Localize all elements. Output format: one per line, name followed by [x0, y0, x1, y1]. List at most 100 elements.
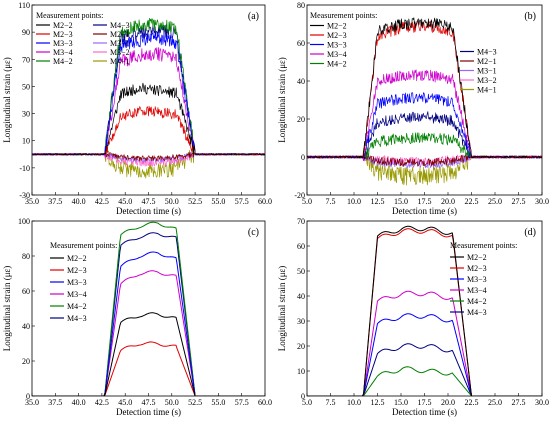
y-tick-label: 50 [297, 267, 305, 276]
legend-title: Measurement points: [310, 11, 377, 20]
legend-label: M4−2 [67, 302, 87, 311]
x-tick-label: 60.0 [258, 398, 272, 407]
x-tick-label: 10.0 [347, 197, 361, 206]
y-tick-label: 20 [22, 357, 30, 366]
legend: Measurement points:M2−2M2−3M3−3M3−4M4−2M… [50, 241, 117, 323]
legend-label: M3−4 [67, 290, 87, 299]
legend-label: M3−3 [67, 278, 87, 287]
legend-label: M4−2 [53, 57, 73, 66]
legend-label: M2−1 [477, 57, 497, 66]
panel-letter: (b) [524, 11, 536, 22]
x-tick-label: 50.0 [165, 398, 179, 407]
x-axis-label: Detection time (s) [116, 407, 181, 417]
legend-label: M3−4 [53, 48, 73, 57]
y-tick-label: 80 [22, 252, 30, 261]
y-tick-label: 70 [297, 217, 305, 226]
x-tick-label: 60.0 [258, 197, 272, 206]
x-tick-label: 47.5 [142, 197, 156, 206]
x-tick-label: 52.5 [188, 398, 202, 407]
x-tick-label: 15.0 [394, 398, 408, 407]
x-tick-label: 22.5 [465, 197, 479, 206]
y-tick-label: 30 [297, 317, 305, 326]
y-tick-label: 0 [26, 392, 30, 401]
legend-label: M4−3 [467, 308, 487, 317]
panel-d: 5.0 7.5 10.0 12.5 15.0 17.5 20.0 22.5 25.0 27.5 30… [277, 217, 549, 417]
x-tick-label: 5.0 [302, 197, 312, 206]
legend: Measurement points:M2−2M2−3M3−3M3−4M4−2M… [36, 11, 130, 66]
series-line-M34 [307, 290, 542, 396]
x-tick-label: 35.0 [25, 197, 39, 206]
legend-label: M4−1 [477, 86, 497, 95]
y-tick-label: 0 [301, 153, 305, 162]
legend-label: M4−2 [327, 60, 347, 69]
y-tick-label: 60 [297, 242, 305, 251]
x-tick-label: 40.0 [72, 197, 86, 206]
x-tick-label: 55.0 [211, 398, 225, 407]
legend-label: M3−4 [327, 50, 347, 59]
series-line-M21 [32, 152, 265, 162]
y-tick-label: -10 [19, 164, 30, 173]
x-tick-label: 45.0 [118, 197, 132, 206]
x-tick-label: 7.5 [326, 398, 336, 407]
series-line-M23 [32, 341, 265, 396]
legend: Measurement points: M2−2M2−3M3−3M3−4M4−2 M… [310, 11, 497, 95]
x-tick-label: 20.0 [441, 197, 455, 206]
legend-label: M2−3 [67, 266, 87, 275]
legend-label: M4−3 [477, 48, 497, 57]
panel-letter: (d) [524, 227, 536, 238]
series-line-M34 [32, 270, 265, 396]
y-axis-label: Longitudinal strain (με) [2, 57, 12, 143]
panel-letter: (a) [248, 11, 259, 22]
legend-label: M4−3 [110, 21, 130, 30]
x-tick-label: 40.0 [72, 398, 86, 407]
y-tick-label: 30 [22, 110, 30, 119]
x-tick-label: 15.0 [394, 197, 408, 206]
legend-label: M3−4 [467, 286, 487, 295]
x-tick-label: 35.0 [25, 398, 39, 407]
legend-label: M2−2 [67, 254, 87, 263]
series-line-M23 [307, 228, 542, 396]
y-tick-label: 60 [22, 287, 30, 296]
x-tick-label: 47.5 [142, 398, 156, 407]
y-tick-label: 10 [22, 137, 30, 146]
plot-frame [306, 220, 543, 397]
x-tick-label: 57.5 [235, 197, 249, 206]
x-tick-label: 25.0 [488, 197, 502, 206]
x-tick-label: 12.5 [371, 398, 385, 407]
legend-title: Measurement points: [50, 241, 117, 250]
x-tick-label: 52.5 [188, 197, 202, 206]
x-tick-label: 57.5 [235, 398, 249, 407]
x-tick-label: 17.5 [418, 398, 432, 407]
legend-label: M2−3 [327, 31, 347, 40]
x-tick-label: 37.5 [48, 398, 62, 407]
x-tick-label: 27.5 [512, 197, 526, 206]
x-tick-label: 37.5 [48, 197, 62, 206]
x-axis-label: Detection time (s) [392, 407, 457, 417]
x-tick-label: 42.5 [95, 197, 109, 206]
x-axis-label: Detection time (s) [116, 206, 181, 216]
legend-label: M3−3 [53, 39, 73, 48]
y-tick-label: 40 [22, 322, 30, 331]
y-tick-label: -20 [294, 191, 305, 200]
legend: Measurement points:M2−2M2−3M3−3M3−4M4−2M… [450, 241, 517, 317]
y-tick-label: 90 [22, 28, 30, 37]
legend-label: M2−2 [327, 22, 347, 31]
legend-label: M3−3 [327, 41, 347, 50]
y-axis-label: Longitudinal strain (με) [2, 266, 12, 352]
legend-label: M2−2 [467, 253, 487, 262]
y-tick-label: 40 [297, 77, 305, 86]
legend-label: M3−1 [110, 39, 130, 48]
y-tick-label: 80 [297, 1, 305, 10]
series-line-M22 [307, 225, 542, 396]
x-tick-label: 17.5 [418, 197, 432, 206]
x-tick-label: 5.0 [302, 398, 312, 407]
y-tick-label: 20 [297, 115, 305, 124]
legend-label: M2−2 [53, 21, 73, 30]
series-lines [32, 17, 265, 179]
legend-label: M3−2 [110, 48, 130, 57]
legend-label: M2−3 [53, 30, 73, 39]
y-tick-label: 40 [297, 292, 305, 301]
series-lines [307, 225, 542, 396]
x-tick-label: 25.0 [488, 398, 502, 407]
